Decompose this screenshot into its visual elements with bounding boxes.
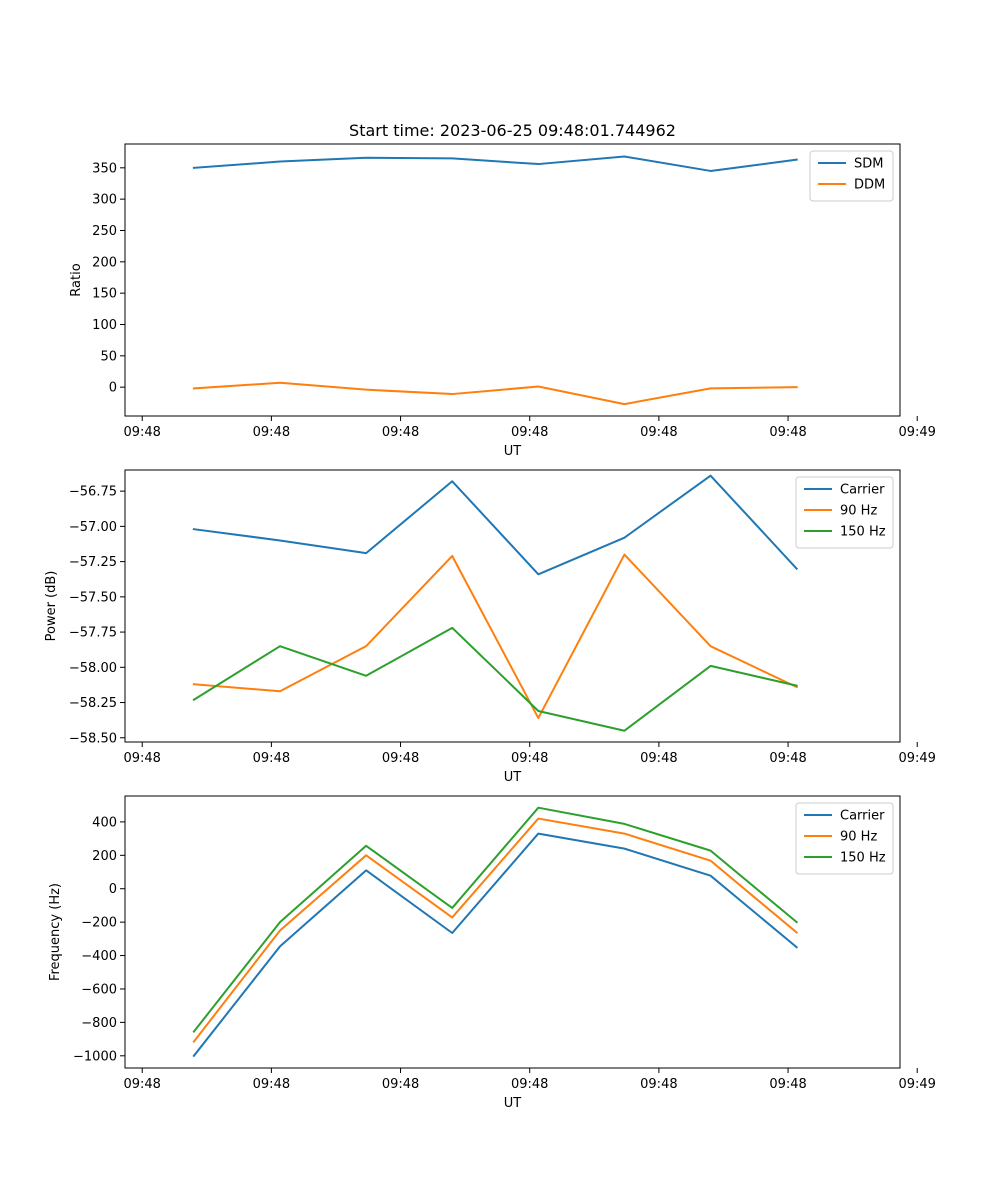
y-tick-label: 0 xyxy=(109,882,117,897)
y-tick-label: −58.00 xyxy=(69,661,117,676)
y-tick-label: 100 xyxy=(92,318,117,333)
y-tick-label: 400 xyxy=(92,815,117,830)
y-tick-label: −58.25 xyxy=(69,696,117,711)
chart-title: Start time: 2023-06-25 09:48:01.744962 xyxy=(349,121,676,140)
y-tick-label: −200 xyxy=(81,916,117,931)
x-tick-label: 09:48 xyxy=(382,751,419,766)
x-tick-label: 09:48 xyxy=(769,425,806,440)
legend: Carrier 90 Hz 150 Hz xyxy=(795,476,894,549)
axes-frame xyxy=(124,795,901,1069)
legend-label: 90 Hz xyxy=(840,504,877,519)
y-tick-label: 350 xyxy=(92,161,117,176)
y-tick-label: −57.25 xyxy=(69,555,117,570)
y-tick-label: −57.00 xyxy=(69,520,117,535)
legend: Carrier 90 Hz 150 Hz xyxy=(795,802,894,875)
y-tick-label: −600 xyxy=(81,982,117,997)
series-line-150-hz xyxy=(192,806,799,1033)
x-tick-label: 09:49 xyxy=(898,425,935,440)
y-tick-label: −1000 xyxy=(73,1049,117,1064)
series-line-150-hz xyxy=(192,626,798,732)
x-tick-label: 09:48 xyxy=(123,425,160,440)
y-tick-label: 50 xyxy=(100,349,117,364)
x-tick-label: 09:48 xyxy=(640,751,677,766)
y-tick-label: 0 xyxy=(109,381,117,396)
series-line-carrier xyxy=(192,474,799,576)
y-tick-label: 150 xyxy=(92,287,117,302)
axes-frame xyxy=(124,143,901,417)
x-tick-label: 09:48 xyxy=(123,1077,160,1092)
legend: SDM DDM xyxy=(809,150,894,202)
y-axis-label: Ratio xyxy=(69,263,84,296)
x-tick-label: 09:48 xyxy=(123,751,160,766)
panel-1: 09:48 09:48 09:48 09:48 09:48 09:48 09:49 0 50 10… xyxy=(69,143,936,459)
panels: 09:48 09:48 09:48 09:48 09:48 09:48 09:49 0 50 10… xyxy=(44,143,936,1111)
x-tick-label: 09:48 xyxy=(253,1077,290,1092)
y-tick-label: 200 xyxy=(92,849,117,864)
legend-label: Carrier xyxy=(840,483,885,498)
x-tick-label: 09:48 xyxy=(382,1077,419,1092)
legend-label: Carrier xyxy=(840,809,885,824)
y-tick-label: −58.50 xyxy=(69,731,117,746)
legend-label: 150 Hz xyxy=(840,851,886,866)
y-tick-label: −800 xyxy=(81,1016,117,1031)
x-tick-label: 09:48 xyxy=(511,751,548,766)
y-tick-label: −57.75 xyxy=(69,626,117,641)
x-tick-label: 09:49 xyxy=(898,751,935,766)
legend-label: 150 Hz xyxy=(840,525,886,540)
x-tick-label: 09:48 xyxy=(253,751,290,766)
legend-label: SDM xyxy=(854,157,883,172)
x-tick-label: 09:48 xyxy=(640,1077,677,1092)
y-axis-label: Power (dB) xyxy=(44,571,59,642)
legend-label: 90 Hz xyxy=(840,830,877,845)
y-tick-label: −56.75 xyxy=(69,485,117,500)
x-axis-label: UT xyxy=(504,1096,522,1111)
x-tick-label: 09:48 xyxy=(253,425,290,440)
x-tick-label: 09:48 xyxy=(382,425,419,440)
x-tick-label: 09:48 xyxy=(769,751,806,766)
series-line-90-hz xyxy=(192,553,799,720)
y-tick-label: 250 xyxy=(92,224,117,239)
series-line-ddm xyxy=(192,381,798,406)
y-axis-label: Frequency (Hz) xyxy=(48,883,63,981)
y-tick-label: 300 xyxy=(92,193,117,208)
y-tick-label: −400 xyxy=(81,949,117,964)
x-axis-label: UT xyxy=(504,444,522,459)
series-line-90-hz xyxy=(192,817,799,1044)
y-tick-label: 200 xyxy=(92,255,117,270)
x-axis-label: UT xyxy=(504,770,522,785)
axes-frame xyxy=(124,469,901,743)
panel-2: 09:48 09:48 09:48 09:48 09:48 09:48 09:49 −58.5… xyxy=(44,469,936,785)
panel-3: 09:48 09:48 09:48 09:48 09:48 09:48 09:49 −1000… xyxy=(48,795,936,1111)
series-line-sdm xyxy=(192,155,798,172)
x-tick-label: 09:48 xyxy=(511,1077,548,1092)
x-tick-label: 09:49 xyxy=(898,1077,935,1092)
x-tick-label: 09:48 xyxy=(640,425,677,440)
y-tick-label: −57.50 xyxy=(69,590,117,605)
legend-label: DDM xyxy=(854,178,885,193)
x-tick-label: 09:48 xyxy=(769,1077,806,1092)
x-tick-label: 09:48 xyxy=(511,425,548,440)
series-line-carrier xyxy=(192,832,799,1058)
